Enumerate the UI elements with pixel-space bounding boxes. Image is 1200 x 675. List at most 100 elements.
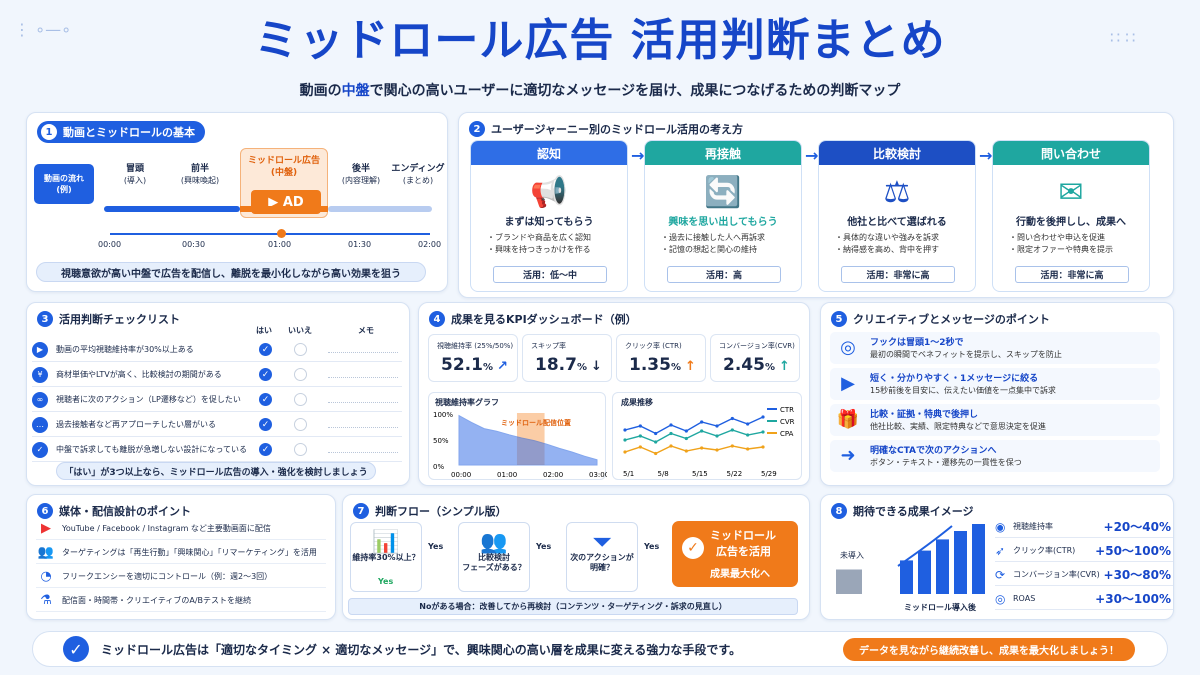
checklist-row: ¥ 商材単価やLTVが高く、比較検討の期間がある	[32, 363, 402, 387]
trend-point	[746, 447, 750, 451]
kpi-value: 52.1% ↗	[441, 355, 508, 375]
kpi-value: 18.7% ↓	[535, 355, 602, 375]
journey-usage-pill: 活用：高	[667, 266, 781, 283]
journey-stage-sub: まずは知ってもらう	[504, 217, 594, 228]
flow-step-text: 明確？	[590, 563, 614, 573]
journey-bullet: ・過去に接触した人へ再訴求	[661, 233, 765, 242]
trend-point	[669, 423, 673, 427]
result-value: +30〜100%	[1095, 592, 1171, 606]
result-value: +20〜40%	[1103, 520, 1171, 534]
creative-point-title: フックは冒頭1〜2秒で	[870, 338, 964, 348]
result-label: ROAS	[1013, 594, 1036, 603]
memo-line[interactable]	[328, 377, 398, 378]
memo-line[interactable]	[328, 352, 398, 353]
creative-point-title: 短く・分かりやすく・1メッセージに絞る	[870, 374, 1039, 384]
trend-point	[761, 445, 765, 449]
retention-x-tick: 00:00	[451, 471, 471, 479]
checklist-note: 「はい」が3つ以上なら、ミッドロール広告の導入・強化を検討しましょう	[56, 462, 376, 480]
journey-stage-name: 比較検討	[819, 141, 975, 165]
summary-cta-pill: データを見ながら継続改善し、成果を最大化しましょう！	[843, 638, 1135, 661]
eye-icon: ◉	[995, 519, 1006, 534]
memo-line[interactable]	[328, 427, 398, 428]
flow-yes-label: Yes	[428, 542, 444, 551]
cycle-icon: ⟳	[995, 567, 1006, 582]
shield-icon: ✓	[32, 441, 48, 458]
final-outcome-box: ✓ ミッドロール 広告を活用 成果最大化へ	[672, 521, 798, 587]
kpi-value: 2.45% ↑	[723, 355, 790, 375]
trend-x-tick: 5/29	[761, 470, 777, 478]
section-header: 5 クリエイティブとメッセージのポイント	[831, 311, 1050, 327]
yen-icon: ¥	[32, 366, 48, 383]
trend-point	[761, 430, 765, 434]
users-icon: 👥	[37, 545, 55, 560]
memo-line[interactable]	[328, 402, 398, 403]
checklist-text: 動画の平均視聴維持率が30%以上ある	[56, 345, 194, 354]
journey-usage-pill: 活用：非常に高	[841, 266, 955, 283]
bar-after	[936, 539, 949, 594]
bar-after	[954, 531, 967, 594]
kpi-card: コンバージョン率(CVR) 2.45% ↑	[710, 334, 800, 382]
result-label: 視聴維持率	[1013, 522, 1053, 531]
retention-x-tick: 02:00	[543, 471, 563, 479]
gift-icon: 🎁	[836, 409, 860, 430]
bar-before	[836, 569, 862, 594]
result-row: ➶ クリック率(CTR) +50〜100%	[995, 540, 1173, 562]
kpi-trend-icon: ↗	[496, 359, 508, 374]
journey-stage: 認知 📢 まずは知ってもらう ・ブランドや商品を広く認知 ・興味を持つきっかけを作る 活用…	[470, 140, 628, 292]
col-header-memo: メモ	[358, 326, 374, 335]
checklist-text: 過去接触者など再アプローチしたい層がいる	[56, 420, 216, 429]
section-expected-results: 8 期待できる成果イメージ	[820, 494, 1174, 620]
phase-second-half: 後半 (内容理解)	[341, 164, 381, 185]
time-label: 00:30	[182, 240, 206, 249]
flow-step: ⏷ 次のアクションが 明確？	[566, 522, 638, 592]
kpi-label: スキップ率	[531, 342, 566, 350]
people-icon: 👥	[480, 530, 508, 555]
media-point: ▶ YouTube / Facebook / Instagram など主要動画面に…	[36, 518, 326, 540]
creative-point: ◎ フックは冒頭1〜2秒で 最初の瞬間でベネフィットを提示し、スキップを防止	[830, 332, 1160, 364]
col-header-yes: はい	[256, 326, 272, 335]
flow-yes-label: Yes	[644, 542, 660, 551]
timeline-bar-mid	[240, 206, 328, 212]
summary-text: ミッドロール広告は「適切なタイミング × 適切なメッセージ」で、興味関心の高い層…	[101, 642, 742, 657]
time-label: 01:00	[268, 240, 292, 249]
checkbox-no[interactable]	[294, 393, 307, 406]
trend-x-tick: 5/22	[727, 470, 743, 478]
checkbox-yes[interactable]: ✓	[259, 368, 272, 381]
timeline-bar-right	[328, 206, 432, 212]
checkbox-yes[interactable]: ✓	[259, 343, 272, 356]
play-icon: ▶	[32, 341, 48, 358]
checkbox-no[interactable]	[294, 418, 307, 431]
journey-stage-sub: 行動を後押しし、成果へ	[1016, 217, 1126, 228]
creative-point-desc: 最初の瞬間でベネフィットを提示し、スキップを防止	[870, 350, 1062, 359]
page-title: ミッドロール広告 活用判断まとめ	[254, 15, 946, 66]
section-media-design: 6 媒体・配信設計のポイント	[26, 494, 336, 620]
checklist-row: ▶ 動画の平均視聴維持率が30%以上ある	[32, 338, 402, 362]
flow-yes-label: Yes	[378, 577, 394, 586]
checkbox-no[interactable]	[294, 343, 307, 356]
journey-stage-sub: 興味を思い出してもらう	[668, 217, 778, 228]
dot-grid-decoration-right: ∷ ∷	[1110, 28, 1136, 47]
journey-bullet: ・問い合わせや申込を促進	[1009, 233, 1105, 242]
memo-line[interactable]	[328, 452, 398, 453]
retention-y-tick: 0%	[433, 463, 444, 471]
trend-point	[761, 415, 765, 419]
trend-point	[654, 451, 658, 456]
checkbox-yes[interactable]: ✓	[259, 393, 272, 406]
checkbox-yes[interactable]: ✓	[259, 418, 272, 431]
flow-step-text: 次のアクションが	[570, 553, 634, 562]
checkbox-yes[interactable]: ✓	[259, 443, 272, 456]
refresh-user-icon: 🔄	[704, 175, 742, 210]
result-row: ◉ 視聴維持率 +20〜40%	[995, 516, 1173, 538]
trend-point	[638, 424, 642, 428]
flask-icon: ⚗	[40, 593, 52, 608]
result-label: コンバージョン率(CVR)	[1013, 570, 1100, 579]
section-header: 3 活用判断チェックリスト	[37, 311, 180, 327]
retention-chart-title: 視聴維持率グラフ	[435, 398, 499, 407]
creative-point: ➜ 明確なCTAで次のアクションへ ボタン・テキスト・遷移先の一貫性を保つ	[830, 440, 1160, 472]
checkbox-no[interactable]	[294, 368, 307, 381]
result-row: ◎ ROAS +30〜100%	[995, 588, 1173, 610]
trend-x-tick: 5/15	[692, 470, 708, 478]
trend-point	[746, 422, 750, 426]
checkbox-no[interactable]	[294, 443, 307, 456]
trend-point	[746, 433, 750, 437]
